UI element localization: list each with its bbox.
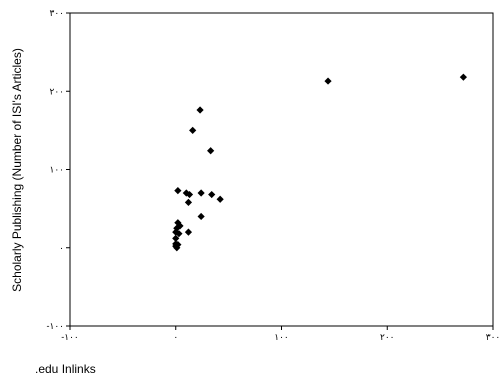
data-point: [197, 189, 205, 197]
x-tick-label: ۲۰۰: [380, 332, 395, 342]
y-axis-title: Scholarly Publishing (Number of ISI's Ar…: [10, 48, 24, 292]
data-point: [174, 187, 182, 195]
y-tick-label: -۱۰۰: [47, 321, 65, 331]
data-point: [173, 244, 181, 252]
x-tick-label: ۱۰۰: [274, 332, 289, 342]
data-point: [185, 190, 194, 199]
data-point: [184, 198, 193, 206]
x-axis: -۱۰۰ ۰ ۱۰۰ ۲۰۰ ۳۰۰: [61, 326, 500, 342]
data-point: [459, 73, 467, 81]
data-point: [184, 228, 193, 236]
data-point: [208, 190, 216, 199]
data-point: [196, 106, 204, 114]
x-tick-label: -۱۰۰: [61, 332, 79, 342]
y-tick-label: ۱۰۰: [49, 165, 64, 175]
x-tick-label: ۳۰۰: [486, 332, 500, 342]
y-tick-label: ۲۰۰: [49, 86, 64, 96]
y-axis: -۱۰۰ ۰ ۱۰۰ ۲۰۰ ۳۰۰: [47, 8, 70, 331]
x-axis-title: .edu Inlinks: [35, 362, 96, 376]
data-point: [172, 234, 180, 242]
data-point: [175, 230, 183, 238]
data-points: [172, 73, 467, 252]
data-point: [324, 77, 332, 85]
data-point: [189, 126, 197, 134]
y-tick-label: ۰: [59, 243, 64, 253]
data-point: [197, 212, 205, 221]
plot-area: [69, 12, 494, 327]
y-tick-label: ۳۰۰: [49, 8, 64, 18]
x-tick-label: ۰: [173, 332, 178, 342]
data-point: [216, 195, 224, 203]
data-point: [207, 147, 215, 155]
